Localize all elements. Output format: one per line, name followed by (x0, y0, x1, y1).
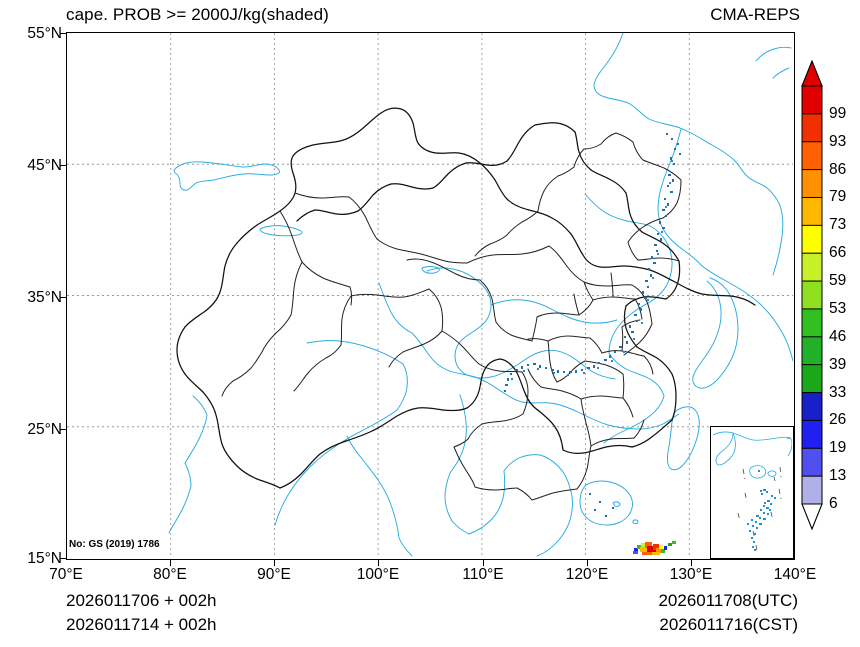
colorbar-tick-label: 33 (829, 383, 847, 401)
x-tick-label-130e: 130°E (669, 566, 713, 583)
colorbar-tick-label: 13 (829, 467, 847, 485)
colorbar-tick-label: 86 (829, 160, 847, 178)
colorbar-segment (801, 336, 823, 366)
y-tick-mark (60, 33, 66, 35)
colorbar-tick-label: 59 (829, 272, 847, 290)
colorbar-top-arrow (801, 59, 823, 87)
colorbar-segment (801, 196, 823, 227)
footer-init-utc: 2026011706 + 002h (66, 591, 217, 610)
colorbar-tick-label: 19 (829, 439, 847, 457)
x-tick-mark (587, 560, 589, 566)
x-tick-label-70e: 70°E (49, 566, 83, 583)
x-tick-mark (274, 560, 276, 566)
colorbar-tick-label: 39 (829, 355, 847, 373)
y-tick-label-25n: 25°N (27, 421, 62, 438)
colorbar-segment (801, 85, 823, 115)
colorbar-segment (801, 141, 823, 171)
x-tick-label-80e: 80°E (153, 566, 187, 583)
colorbar-segment (801, 447, 823, 477)
colorbar-tick-label: 46 (829, 327, 847, 345)
colorbar-segment (801, 308, 823, 338)
model-label: CMA-REPS (710, 5, 800, 24)
map-plot-area[interactable]: .gl { stroke:#9a9a9a; stroke-width:0.9; … (66, 32, 795, 560)
map-hydrography (168, 33, 793, 557)
x-tick-label-90e: 90°E (257, 566, 291, 583)
colorbar[interactable] (801, 59, 823, 531)
colorbar-segment (801, 224, 823, 254)
colorbar-segment (801, 252, 823, 282)
colorbar-segment (801, 419, 823, 449)
colorbar-tick-label: 93 (829, 132, 847, 150)
map-watermark: No: GS (2019) 1786 (69, 539, 160, 550)
colorbar-tick-label: 66 (829, 244, 847, 262)
high-probability-cell (633, 541, 676, 555)
colorbar-bottom-arrow (801, 503, 823, 531)
map-province-borders (221, 132, 682, 501)
y-tick-mark (60, 165, 66, 167)
map-gridlines (67, 33, 793, 558)
x-tick-label-110e: 110°E (462, 566, 504, 583)
y-tick-mark (60, 297, 66, 299)
x-tick-mark (691, 560, 693, 566)
colorbar-tick-label: 53 (829, 299, 847, 317)
x-tick-label-120e: 120°E (565, 566, 609, 583)
colorbar-tick-label: 73 (829, 216, 847, 234)
colorbar-tick-label: 99 (829, 104, 847, 122)
colorbar-tick-label: 26 (829, 411, 847, 429)
map-canvas: .gl { stroke:#9a9a9a; stroke-width:0.9; … (67, 33, 793, 558)
map-national-borders (176, 107, 756, 489)
map-shaded-field (504, 133, 681, 555)
colorbar-segment (801, 364, 823, 394)
y-tick-label-45n: 45°N (27, 157, 62, 174)
chart-title: cape. PROB >= 2000J/kg(shaded) (66, 5, 329, 24)
colorbar-segment (801, 392, 823, 422)
colorbar-tick-label: 79 (829, 188, 847, 206)
footer-valid-cst: 2026011716(CST) (659, 615, 798, 634)
colorbar-canvas (801, 59, 823, 531)
x-tick-label-100e: 100°E (356, 566, 400, 583)
south-china-sea-inset[interactable]: .ic { stroke:#29ABE2; stroke-width:0.8; … (710, 426, 794, 559)
x-tick-label-140e: 140°E (773, 566, 817, 583)
colorbar-segment (801, 113, 823, 143)
y-tick-mark (60, 558, 66, 560)
colorbar-segment (801, 475, 823, 505)
footer-valid-utc: 2026011708(UTC) (658, 591, 798, 610)
x-tick-mark (483, 560, 485, 566)
colorbar-tick-label: 6 (829, 495, 838, 512)
y-tick-label-35n: 35°N (27, 289, 62, 306)
y-tick-label-55n: 55°N (27, 25, 62, 42)
x-tick-mark (378, 560, 380, 566)
y-tick-label-15n: 15°N (27, 550, 62, 567)
x-tick-mark (170, 560, 172, 566)
y-axis: 55°N 45°N 35°N 25°N 15°N (0, 0, 62, 647)
colorbar-segment (801, 169, 823, 199)
footer-init-cst: 2026011714 + 002h (66, 615, 217, 634)
inset-canvas: .ic { stroke:#29ABE2; stroke-width:0.8; … (712, 431, 793, 552)
y-tick-mark (60, 429, 66, 431)
colorbar-segment (801, 280, 823, 310)
